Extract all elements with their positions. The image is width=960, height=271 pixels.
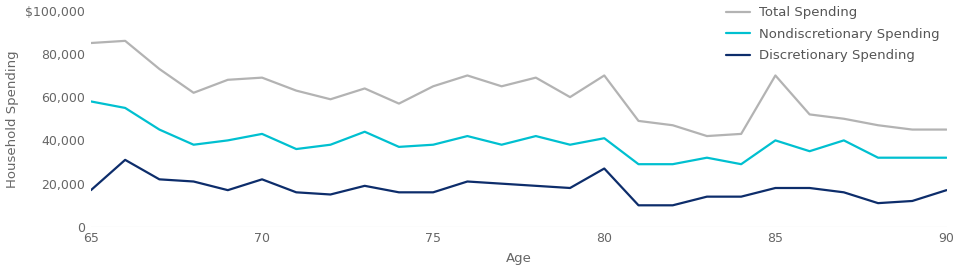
Nondiscretionary Spending: [119, 106, 131, 109]
Nondiscretionary Spending: [154, 128, 165, 131]
Discretionary Spending: [873, 202, 884, 205]
Nondiscretionary Spending: [873, 156, 884, 159]
Nondiscretionary Spending: [256, 132, 268, 136]
Total Spending: [633, 119, 644, 122]
Nondiscretionary Spending: [735, 163, 747, 166]
Discretionary Spending: [188, 180, 200, 183]
Nondiscretionary Spending: [667, 163, 679, 166]
Total Spending: [564, 95, 576, 99]
Total Spending: [804, 113, 815, 116]
Total Spending: [496, 85, 508, 88]
Discretionary Spending: [394, 191, 405, 194]
Total Spending: [873, 124, 884, 127]
Line: Total Spending: Total Spending: [91, 41, 947, 136]
Total Spending: [359, 87, 371, 90]
Nondiscretionary Spending: [530, 134, 541, 138]
Nondiscretionary Spending: [222, 139, 233, 142]
Discretionary Spending: [256, 178, 268, 181]
Nondiscretionary Spending: [804, 150, 815, 153]
Total Spending: [667, 124, 679, 127]
Nondiscretionary Spending: [427, 143, 439, 146]
Discretionary Spending: [838, 191, 850, 194]
Total Spending: [598, 74, 610, 77]
Discretionary Spending: [291, 191, 302, 194]
Nondiscretionary Spending: [394, 145, 405, 149]
Legend: Total Spending, Nondiscretionary Spending, Discretionary Spending: Total Spending, Nondiscretionary Spendin…: [727, 6, 940, 63]
Nondiscretionary Spending: [324, 143, 336, 146]
Total Spending: [394, 102, 405, 105]
Discretionary Spending: [462, 180, 473, 183]
Nondiscretionary Spending: [85, 100, 97, 103]
Nondiscretionary Spending: [496, 143, 508, 146]
Total Spending: [222, 78, 233, 81]
Total Spending: [941, 128, 952, 131]
Total Spending: [906, 128, 918, 131]
Total Spending: [838, 117, 850, 120]
Total Spending: [188, 91, 200, 94]
Discretionary Spending: [324, 193, 336, 196]
Total Spending: [530, 76, 541, 79]
Nondiscretionary Spending: [838, 139, 850, 142]
Total Spending: [427, 85, 439, 88]
Discretionary Spending: [906, 199, 918, 203]
Line: Discretionary Spending: Discretionary Spending: [91, 160, 947, 205]
Nondiscretionary Spending: [941, 156, 952, 159]
Discretionary Spending: [941, 189, 952, 192]
Nondiscretionary Spending: [633, 163, 644, 166]
Nondiscretionary Spending: [291, 147, 302, 151]
Y-axis label: Household Spending: Household Spending: [6, 50, 18, 188]
Total Spending: [291, 89, 302, 92]
Discretionary Spending: [427, 191, 439, 194]
Nondiscretionary Spending: [359, 130, 371, 133]
Total Spending: [735, 132, 747, 136]
Discretionary Spending: [804, 186, 815, 190]
Total Spending: [324, 98, 336, 101]
Discretionary Spending: [154, 178, 165, 181]
Discretionary Spending: [735, 195, 747, 198]
Discretionary Spending: [530, 184, 541, 188]
Total Spending: [256, 76, 268, 79]
Nondiscretionary Spending: [188, 143, 200, 146]
Discretionary Spending: [496, 182, 508, 185]
Discretionary Spending: [633, 204, 644, 207]
Discretionary Spending: [359, 184, 371, 188]
Nondiscretionary Spending: [564, 143, 576, 146]
Total Spending: [85, 41, 97, 45]
Discretionary Spending: [119, 158, 131, 162]
Discretionary Spending: [701, 195, 712, 198]
Discretionary Spending: [667, 204, 679, 207]
Discretionary Spending: [222, 189, 233, 192]
Total Spending: [154, 67, 165, 71]
Nondiscretionary Spending: [906, 156, 918, 159]
Nondiscretionary Spending: [701, 156, 712, 159]
Discretionary Spending: [564, 186, 576, 190]
Discretionary Spending: [598, 167, 610, 170]
Nondiscretionary Spending: [770, 139, 781, 142]
Total Spending: [770, 74, 781, 77]
X-axis label: Age: Age: [506, 253, 532, 265]
Discretionary Spending: [85, 189, 97, 192]
Line: Nondiscretionary Spending: Nondiscretionary Spending: [91, 101, 947, 164]
Nondiscretionary Spending: [462, 134, 473, 138]
Total Spending: [119, 39, 131, 43]
Total Spending: [462, 74, 473, 77]
Nondiscretionary Spending: [598, 137, 610, 140]
Total Spending: [701, 134, 712, 138]
Discretionary Spending: [770, 186, 781, 190]
